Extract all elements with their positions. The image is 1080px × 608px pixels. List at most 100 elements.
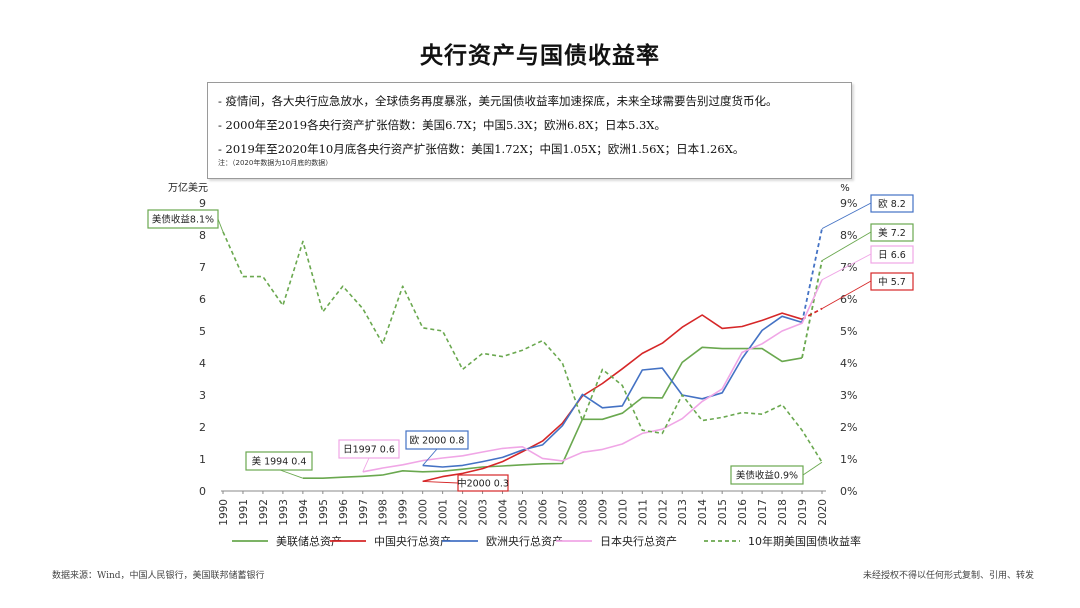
x-tick-label: 2012 [657,499,669,526]
annotation-label: 欧 8.2 [878,198,906,210]
annotation-label: 美 1994 0.4 [252,456,307,468]
annotation-label: 美债收益0.9% [736,470,798,482]
annotation-leader [279,469,304,479]
series-projection-0 [801,260,823,359]
left-axis-unit: 万亿美元 [168,181,208,194]
legend: 美联储总资产 中国央行总资产 欧洲央行总资产 日本央行总资产 10年期美国国债收益率 [232,534,861,548]
x-tick-label: 2016 [737,499,749,526]
x-tick-label: 2010 [617,499,629,526]
footnote: 注：（2020年数据为10月底的数据） [218,159,333,167]
x-tick-label: 2017 [757,499,769,526]
annotation-leader [422,480,459,484]
series-line-3 [362,279,823,473]
series-projection-2 [801,228,823,323]
x-tick-label: 2005 [518,499,530,526]
annotation-box [147,209,219,229]
legend-label-2: 欧洲央行总资产 [486,534,563,548]
x-tick-label: 2003 [478,499,490,526]
chart-title: 央行资产与国债收益率 [420,42,660,69]
note-line-2: - 2000年至2019各央行资产扩张倍数：美国6.7X；中国5.3X；欧洲6.… [218,118,666,132]
left-tick-label: 4 [199,357,206,370]
x-tick-label: 2001 [438,499,450,526]
x-tick-label: 1994 [298,499,310,526]
legend-label-1: 中国央行总资产 [374,534,451,548]
axes-layer: 万亿美元 % 0 1 2 3 4 5 6 7 8 9 0% 1% 2% 3% 4% 5% 6% 7% 8% 9% 1990 1… [168,181,857,526]
right-tick-label: 5% [840,325,857,338]
annotation-leader [422,448,438,466]
x-tick-label: 1997 [358,499,370,526]
x-tick-label: 1998 [378,499,390,526]
notes-box: - 疫情间，各大央行应急放水，全球债务再度暴涨，美元国债收益率加速探底，未来全球… [207,82,852,179]
x-tick-label: 2009 [597,499,609,526]
left-tick-label: 7 [199,261,206,274]
annotation-label: 日1997 0.6 [343,445,395,456]
annotation-label: 中2000 0.3 [457,478,509,490]
series-layer [222,228,823,483]
x-tick-label: 1993 [278,499,290,526]
left-tick-label: 2 [199,421,206,434]
right-tick-label: 4% [840,357,857,370]
annotation-leader [821,202,872,229]
annotation-box [245,451,313,471]
right-tick-label: 9% [840,197,857,210]
copyright-notice: 未经授权不得以任何形式复制、引用、转发 [862,571,1034,581]
x-tick-label: 2007 [557,499,569,526]
series-line-1 [422,312,803,483]
note-line-3: - 2019年至2020年10月底各央行资产扩张倍数：美国1.72X；中国1.0… [218,142,745,156]
x-tick-label: 2013 [677,499,689,526]
x-tick-label: 2011 [637,499,649,526]
series-line-2 [422,315,803,468]
x-tick-label: 1992 [258,499,270,526]
annotation-box [870,272,914,291]
x-tick-label: 1996 [338,499,350,526]
right-axis-unit: % [840,183,850,194]
annotation-box [870,194,914,213]
left-tick-label: 6 [199,293,206,306]
right-tick-label: 6% [840,293,857,306]
x-tick-label: 2020 [817,499,829,526]
x-tick-label: 1991 [238,499,250,526]
annotation-leader [821,253,872,281]
x-tick-label: 1995 [318,499,330,526]
legend-label-0: 美联储总资产 [276,534,342,548]
x-tick-label: 2014 [697,499,709,526]
x-tick-label: 1999 [398,499,410,526]
left-tick-label: 1 [199,453,206,466]
x-tick-label: 2018 [777,499,789,526]
annotation-leader [802,461,823,476]
annotation-label: 美 7.2 [878,227,906,239]
x-tick-label: 2019 [797,499,809,526]
left-tick-label: 8 [199,229,206,242]
x-tick-label: 2002 [458,499,470,526]
annotation-box [870,245,914,264]
annotation-box [870,223,914,242]
left-tick-label: 0 [199,485,206,498]
annotation-label: 日 6.6 [878,250,906,261]
annotation-leader [821,231,872,261]
annotation-box [405,430,469,450]
annotation-label: 中 5.7 [878,276,906,288]
annotation-leader [217,218,224,232]
right-tick-label: 2% [840,421,857,434]
x-tick-label: 2015 [717,499,729,526]
legend-label-3: 日本央行总资产 [600,534,677,548]
annotation-box [457,474,509,492]
series-line-0 [302,346,803,480]
x-tick-label: 2008 [577,499,589,526]
data-source: 数据来源：Wind，中国人民银行，美国联邦储蓄银行 [52,571,265,581]
annotation-box [338,439,400,459]
right-tick-label: 0% [840,485,857,498]
right-tick-label: 8% [840,229,857,242]
x-tick-label: 2006 [537,499,549,526]
annotation-leader [821,280,872,309]
left-tick-label: 9 [199,197,206,210]
note-line-1: - 疫情间，各大央行应急放水，全球债务再度暴涨，美元国债收益率加速探底，未来全球… [218,94,778,108]
annotations-layer: 美债收益8.1% 美 1994 0.4 日1997 0.6 欧 2000 0.8 中20… [147,194,914,492]
annotation-label: 欧 2000 0.8 [410,435,465,447]
x-tick-label: 2004 [498,499,510,526]
annotation-leader [362,457,370,472]
right-tick-label: 3% [840,389,857,402]
legend-label-4: 10年期美国国债收益率 [748,534,861,548]
series-line-4 [222,231,823,463]
